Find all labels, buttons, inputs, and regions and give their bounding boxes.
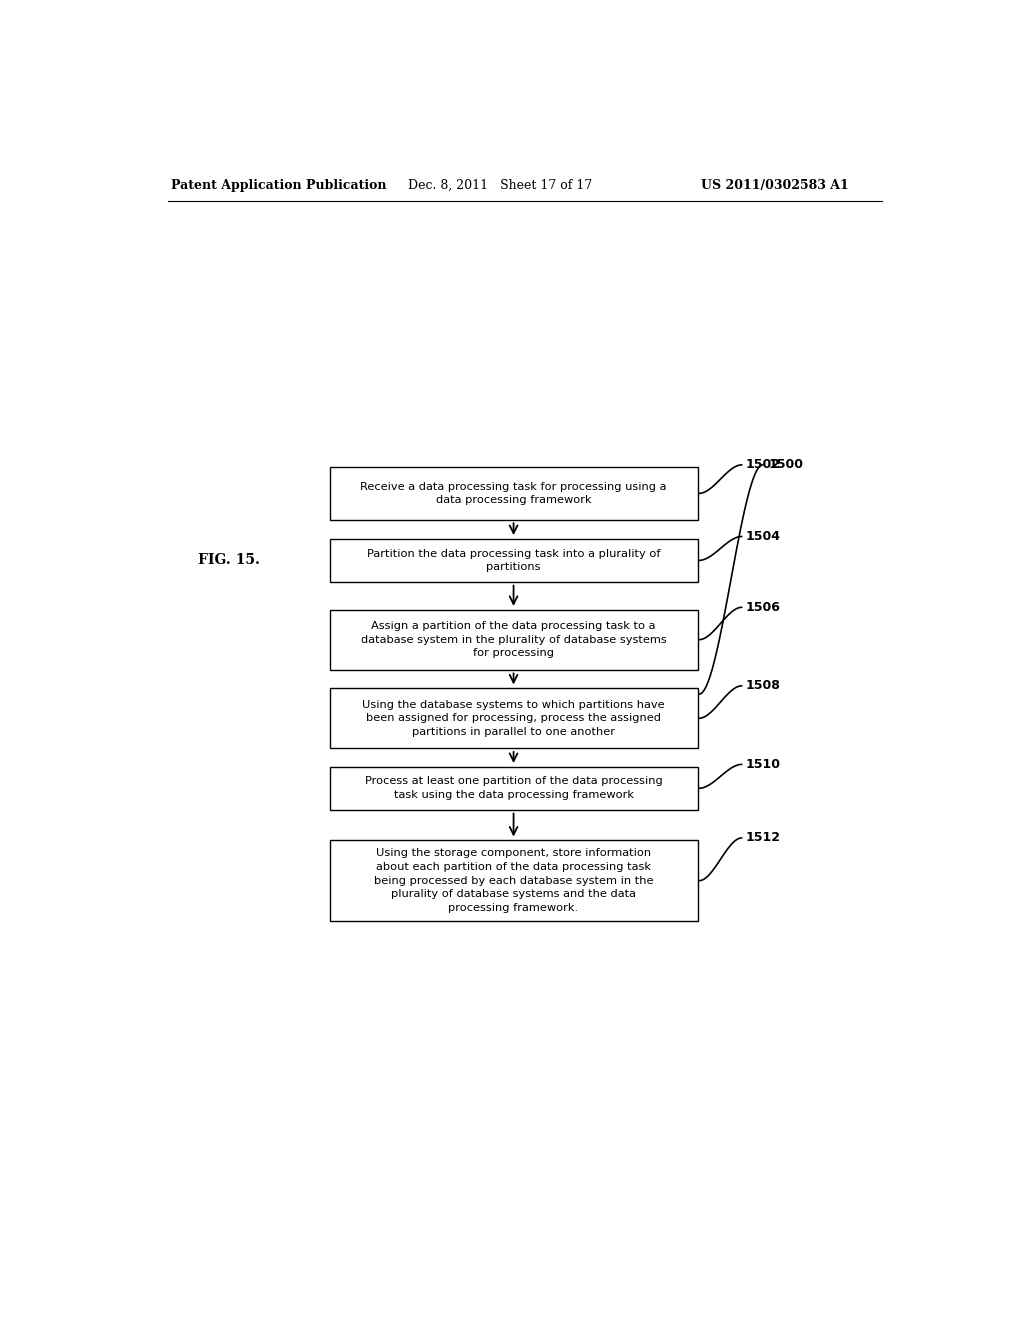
Text: Dec. 8, 2011   Sheet 17 of 17: Dec. 8, 2011 Sheet 17 of 17 — [408, 178, 592, 191]
FancyBboxPatch shape — [330, 467, 697, 520]
FancyBboxPatch shape — [330, 688, 697, 748]
Text: FIG. 15.: FIG. 15. — [198, 553, 260, 568]
Text: 1504: 1504 — [745, 529, 780, 543]
Text: US 2011/0302583 A1: US 2011/0302583 A1 — [701, 178, 849, 191]
Text: Partition the data processing task into a plurality of
partitions: Partition the data processing task into … — [367, 549, 660, 572]
FancyBboxPatch shape — [330, 767, 697, 810]
FancyBboxPatch shape — [330, 610, 697, 669]
Text: 1502: 1502 — [745, 458, 780, 471]
Text: 1510: 1510 — [745, 758, 780, 771]
FancyBboxPatch shape — [330, 539, 697, 582]
Text: Using the storage component, store information
about each partition of the data : Using the storage component, store infor… — [374, 849, 653, 913]
Text: 1500: 1500 — [769, 458, 804, 471]
FancyBboxPatch shape — [330, 841, 697, 921]
Text: Receive a data processing task for processing using a
data processing framework: Receive a data processing task for proce… — [360, 482, 667, 506]
Text: 1506: 1506 — [745, 601, 780, 614]
Text: Patent Application Publication: Patent Application Publication — [171, 178, 386, 191]
Text: 1512: 1512 — [745, 832, 780, 845]
Text: 1508: 1508 — [745, 680, 780, 693]
Text: Using the database systems to which partitions have
been assigned for processing: Using the database systems to which part… — [362, 700, 665, 737]
Text: Assign a partition of the data processing task to a
database system in the plura: Assign a partition of the data processin… — [360, 620, 667, 659]
Text: Process at least one partition of the data processing
task using the data proces: Process at least one partition of the da… — [365, 776, 663, 800]
